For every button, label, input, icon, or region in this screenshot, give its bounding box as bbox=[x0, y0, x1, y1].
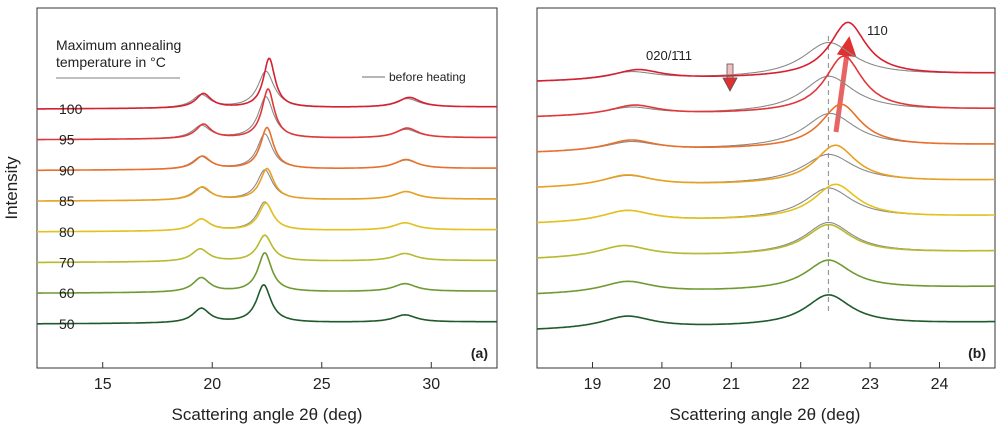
series-60-line bbox=[37, 252, 497, 294]
x-tick-label-24: 24 bbox=[931, 376, 949, 393]
x-tick-label-19: 19 bbox=[584, 376, 602, 393]
series-80-before-heating-line bbox=[37, 201, 497, 233]
series-label-70: 70 bbox=[59, 255, 75, 271]
series-60-line bbox=[537, 259, 995, 295]
legend-title-line1: Maximum annealing bbox=[56, 37, 181, 53]
series-85-line bbox=[37, 167, 497, 202]
annotation-110: 110 bbox=[867, 23, 888, 38]
series-70-line bbox=[536, 223, 995, 259]
series-95-line bbox=[536, 55, 995, 118]
series-label-90: 90 bbox=[59, 162, 75, 178]
series-90-line bbox=[37, 126, 497, 172]
series-label-50: 50 bbox=[59, 316, 75, 332]
panel-a-frame bbox=[36, 7, 498, 369]
annotation-020-111: 020/1̄11 bbox=[646, 48, 692, 63]
series-label-80: 80 bbox=[59, 224, 75, 240]
series-100-line bbox=[537, 21, 995, 82]
series-85-line bbox=[536, 144, 995, 188]
x-tick-label-21: 21 bbox=[722, 376, 740, 393]
down-arrow-icon bbox=[722, 63, 738, 92]
x-tick-label-22: 22 bbox=[792, 376, 810, 393]
x-tick-label-20: 20 bbox=[653, 376, 671, 393]
x-tick-label-15: 15 bbox=[94, 376, 112, 393]
panel-a-plot: 15 20 25 30 100 95 90 85 80 70 60 50 bbox=[37, 57, 497, 393]
x-tick-label-23: 23 bbox=[861, 376, 879, 393]
up-arrow-icon bbox=[833, 36, 857, 133]
series-80-line bbox=[37, 202, 497, 233]
series-80-line bbox=[536, 183, 995, 224]
series-50-line bbox=[537, 294, 995, 330]
series-label-95: 95 bbox=[59, 132, 75, 148]
series-label-85: 85 bbox=[59, 193, 75, 209]
panel-b-frame bbox=[536, 7, 996, 369]
panel-a-x-axis-label: Scattering angle 2θ (deg) bbox=[172, 405, 363, 424]
series-100-line bbox=[37, 57, 497, 110]
series-50-line bbox=[37, 284, 497, 325]
x-tick-label-20: 20 bbox=[203, 376, 221, 393]
series-90-before-heating-line bbox=[537, 112, 995, 153]
series-85-before-heating-line bbox=[537, 153, 995, 188]
x-tick-label-30: 30 bbox=[422, 376, 440, 393]
x-tick-label-25: 25 bbox=[313, 376, 331, 393]
panel-b-label: (b) bbox=[968, 345, 986, 361]
series-70-line bbox=[37, 234, 497, 264]
series-label-60: 60 bbox=[59, 285, 75, 301]
legend-title-line2: temperature in °C bbox=[56, 54, 166, 70]
series-label-100: 100 bbox=[59, 101, 83, 117]
series-70-before-heating-line bbox=[537, 221, 995, 259]
panel-a-label: (a) bbox=[471, 345, 488, 361]
panel-b-plot: 19 20 21 22 23 24 bbox=[536, 21, 995, 393]
series-90-line bbox=[537, 103, 995, 153]
legend-before-heating-label: before heating bbox=[389, 70, 466, 84]
series-80-before-heating-line bbox=[536, 187, 995, 224]
series-95-line bbox=[37, 88, 497, 141]
y-axis-label: Intensity bbox=[2, 156, 21, 220]
panel-b-x-axis-label: Scattering angle 2θ (deg) bbox=[670, 405, 861, 424]
